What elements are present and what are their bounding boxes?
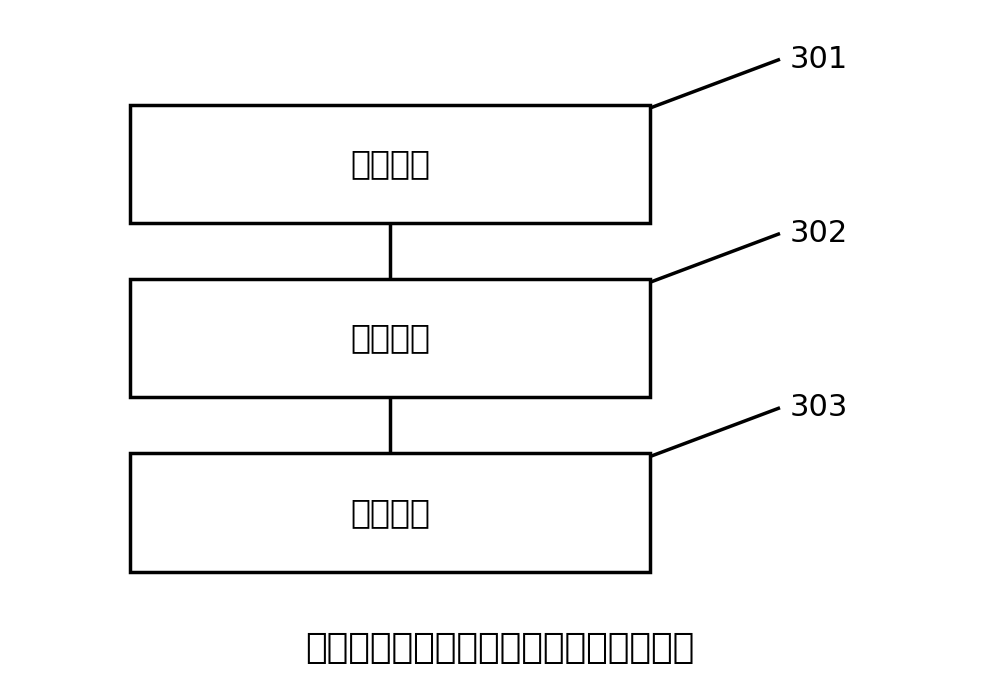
Text: 301: 301	[790, 45, 848, 74]
Bar	[130, 453, 650, 572]
Bar	[130, 105, 650, 223]
Text: 基于超声动态图像的胎儿切面的确定装置: 基于超声动态图像的胎儿切面的确定装置	[305, 631, 695, 665]
Text: 303: 303	[790, 393, 848, 422]
Text: 302: 302	[790, 219, 848, 248]
Text: 获取模块: 获取模块	[350, 321, 430, 355]
Text: 确定模块: 确定模块	[350, 496, 430, 529]
Bar	[130, 279, 650, 397]
Text: 分析模块: 分析模块	[350, 147, 430, 181]
